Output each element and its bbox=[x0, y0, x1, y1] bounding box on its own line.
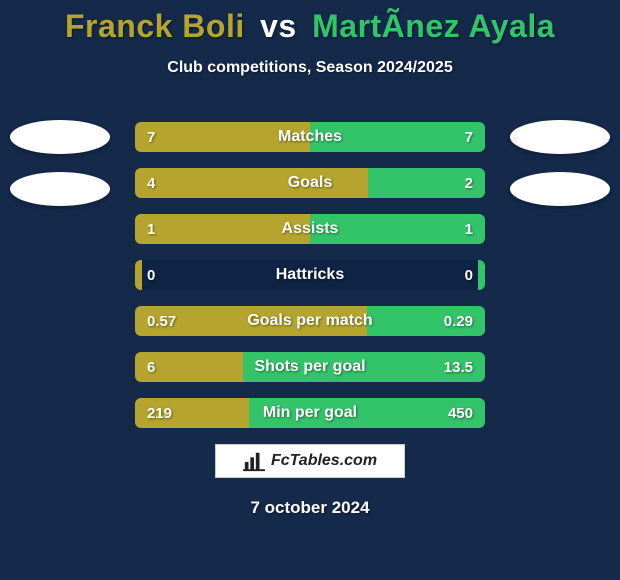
footer-logo-text: FcTables.com bbox=[271, 452, 377, 470]
stat-row: 613.5Shots per goal bbox=[135, 352, 485, 382]
stat-row: 00Hattricks bbox=[135, 260, 485, 290]
subtitle: Club competitions, Season 2024/2025 bbox=[0, 59, 620, 77]
stat-bars: 77Matches42Goals11Assists00Hattricks0.57… bbox=[135, 122, 485, 444]
title-vs: vs bbox=[260, 8, 297, 44]
stat-row: 11Assists bbox=[135, 214, 485, 244]
stat-row: 0.570.29Goals per match bbox=[135, 306, 485, 336]
stat-row: 42Goals bbox=[135, 168, 485, 198]
stat-value-left: 0.57 bbox=[135, 306, 188, 336]
stat-value-left: 6 bbox=[135, 352, 167, 382]
side-oval-right bbox=[510, 172, 610, 206]
player1-name: Franck Boli bbox=[65, 8, 245, 44]
page-title: Franck Boli vs MartÃnez Ayala bbox=[0, 0, 620, 45]
stat-value-right: 1 bbox=[453, 214, 485, 244]
stat-value-right: 0.29 bbox=[432, 306, 485, 336]
side-oval-left bbox=[10, 172, 110, 206]
footer-logo: FcTables.com bbox=[215, 444, 405, 478]
stat-row: 219450Min per goal bbox=[135, 398, 485, 428]
stat-value-right: 7 bbox=[453, 122, 485, 152]
chart-icon bbox=[243, 450, 265, 472]
side-oval-right bbox=[510, 120, 610, 154]
player2-name: MartÃnez Ayala bbox=[312, 8, 555, 44]
stat-value-left: 7 bbox=[135, 122, 167, 152]
stat-bar-left bbox=[135, 168, 368, 198]
comparison-infographic: Franck Boli vs MartÃnez Ayala Club compe… bbox=[0, 0, 620, 580]
side-oval-left bbox=[10, 120, 110, 154]
stat-value-right: 0 bbox=[453, 260, 485, 290]
stat-value-right: 2 bbox=[453, 168, 485, 198]
stat-value-left: 1 bbox=[135, 214, 167, 244]
stat-row: 77Matches bbox=[135, 122, 485, 152]
stat-value-left: 219 bbox=[135, 398, 184, 428]
stat-value-right: 13.5 bbox=[432, 352, 485, 382]
stat-value-left: 0 bbox=[135, 260, 167, 290]
stat-bar-bg bbox=[135, 260, 485, 290]
footer-date: 7 october 2024 bbox=[0, 498, 620, 518]
stat-value-right: 450 bbox=[436, 398, 485, 428]
stat-value-left: 4 bbox=[135, 168, 167, 198]
